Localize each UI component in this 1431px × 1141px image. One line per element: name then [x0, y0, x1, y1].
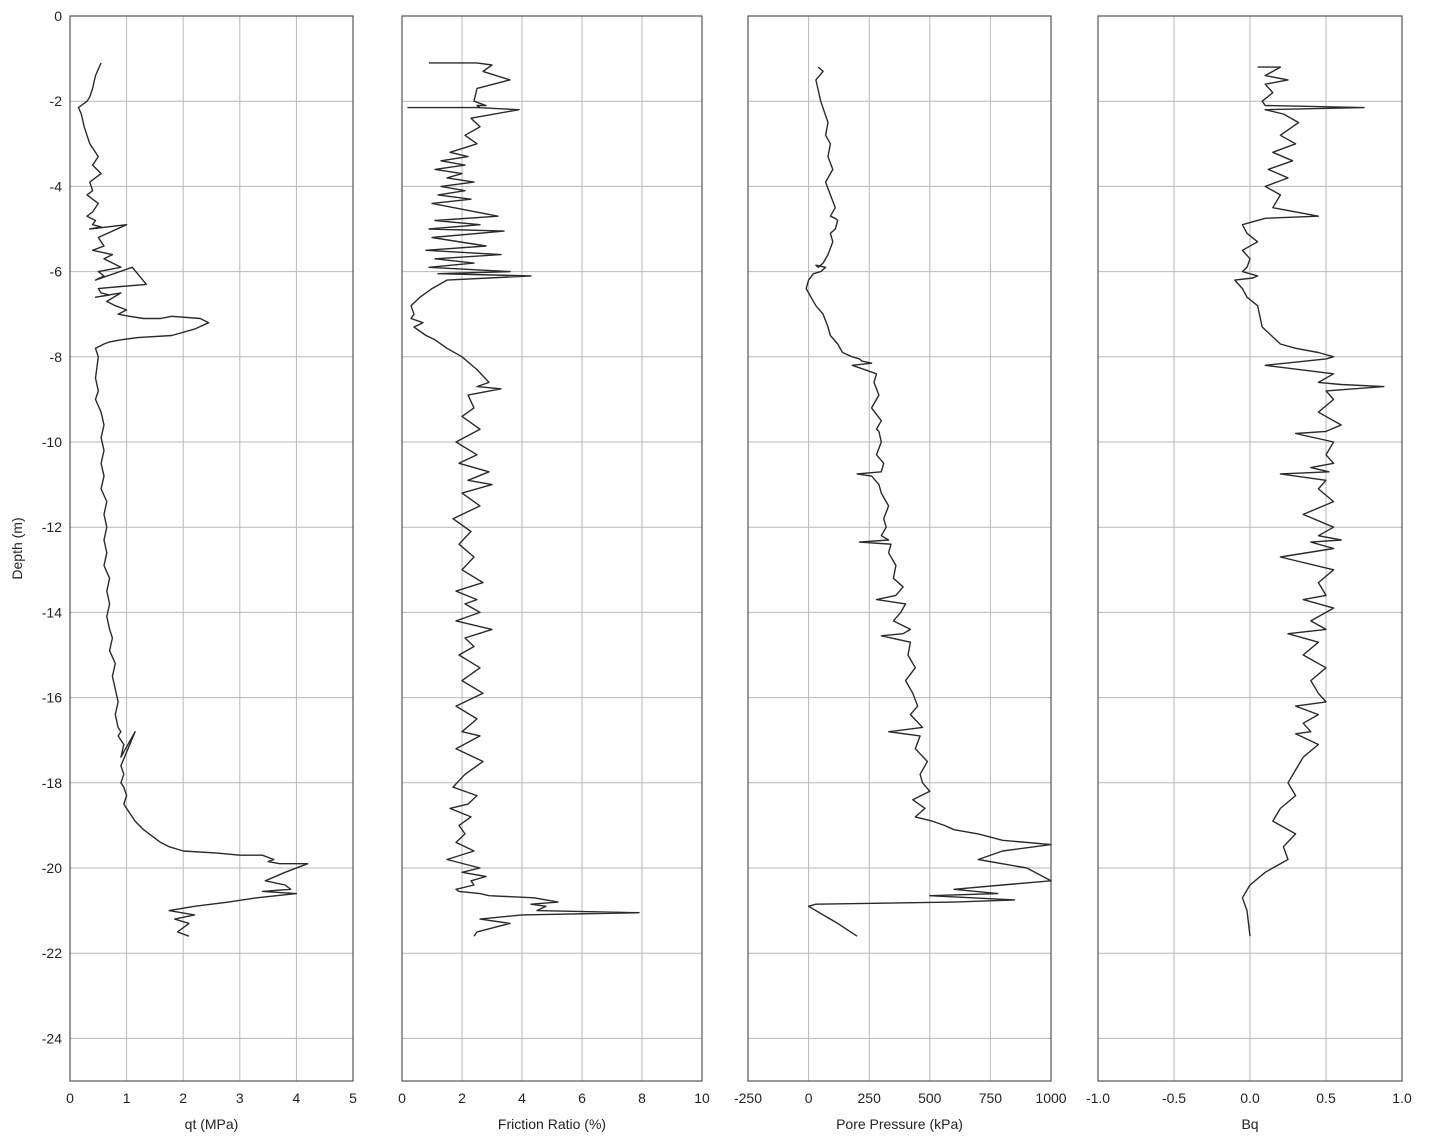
x-axis-title: Bq — [1241, 1116, 1258, 1132]
plot-frame — [401, 15, 703, 1082]
x-tick-label: 750 — [979, 1090, 1003, 1106]
x-tick-label: -1.0 — [1086, 1090, 1110, 1106]
x-tick-label: 6 — [578, 1090, 586, 1106]
x-axis-title: Pore Pressure (kPa) — [836, 1116, 963, 1132]
x-tick-label: 0 — [805, 1090, 813, 1106]
y-tick-label: -16 — [42, 690, 62, 706]
x-tick-label: 8 — [638, 1090, 646, 1106]
series-line — [805, 66, 1052, 937]
y-tick-label: -22 — [42, 945, 62, 961]
x-tick-label: 4 — [518, 1090, 526, 1106]
y-axis-title: Depth (m) — [9, 517, 25, 579]
series-line — [1234, 66, 1385, 937]
x-tick-label: 500 — [918, 1090, 942, 1106]
y-tick-label: -12 — [42, 519, 62, 535]
x-tick-label: 1000 — [1035, 1090, 1066, 1106]
x-tick-label: 0 — [66, 1090, 74, 1106]
x-tick-label: 1 — [123, 1090, 131, 1106]
y-tick-label: -4 — [50, 178, 63, 194]
y-tick-label: -10 — [42, 434, 62, 450]
x-tick-label: 5 — [349, 1090, 357, 1106]
x-tick-label: 10 — [694, 1090, 710, 1106]
series-line — [77, 62, 309, 937]
x-axis-title: Friction Ratio (%) — [498, 1116, 606, 1132]
y-tick-label: 0 — [54, 8, 62, 24]
x-tick-label: 2 — [458, 1090, 466, 1106]
plot-frame — [747, 15, 1052, 1082]
x-tick-label: -250 — [734, 1090, 762, 1106]
y-tick-label: -24 — [42, 1030, 62, 1046]
x-tick-label: 0 — [398, 1090, 406, 1106]
x-tick-label: -0.5 — [1162, 1090, 1186, 1106]
y-tick-label: -18 — [42, 775, 62, 791]
plot-frame — [69, 15, 354, 1082]
x-tick-label: 2 — [179, 1090, 187, 1106]
x-tick-label: 4 — [293, 1090, 301, 1106]
x-tick-label: 1.0 — [1392, 1090, 1412, 1106]
x-tick-label: 250 — [858, 1090, 882, 1106]
x-tick-label: 0.5 — [1316, 1090, 1336, 1106]
series-line — [407, 62, 640, 937]
y-tick-label: -14 — [42, 604, 62, 620]
y-tick-label: -8 — [50, 349, 63, 365]
y-tick-label: -6 — [50, 264, 63, 280]
plot-frame — [1097, 15, 1403, 1082]
y-tick-label: -2 — [50, 93, 63, 109]
x-tick-label: 3 — [236, 1090, 244, 1106]
y-tick-label: -20 — [42, 860, 62, 876]
x-tick-label: 0.0 — [1240, 1090, 1260, 1106]
x-axis-title: qt (MPa) — [185, 1116, 239, 1132]
